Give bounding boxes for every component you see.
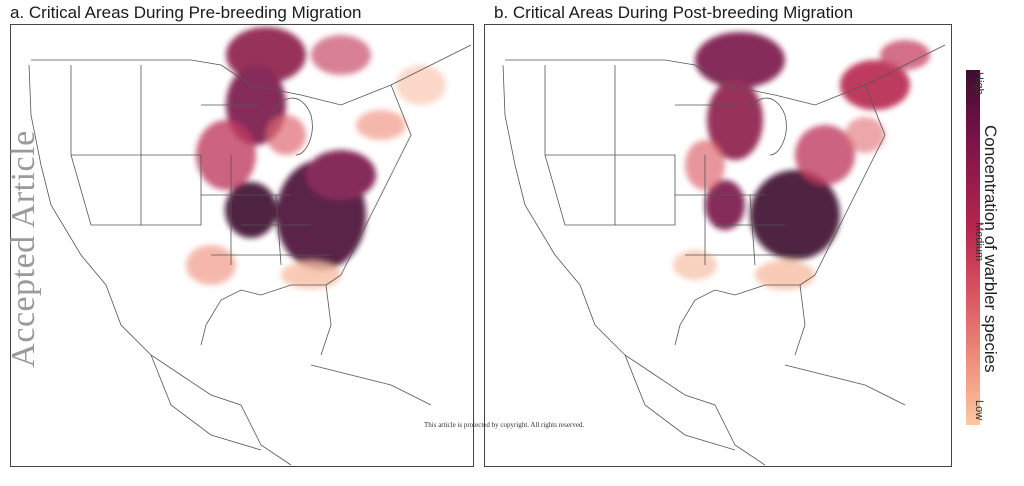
outline-a: [28, 44, 472, 466]
map-a-svg: [28, 27, 472, 466]
copyright-notice: This article is protected by copyright. …: [424, 421, 585, 429]
map-pre-breeding: [10, 24, 474, 467]
legend-title: Concentration of warbler species: [981, 125, 1000, 373]
outline-b: [502, 44, 946, 466]
map-post-breeding: [484, 24, 952, 467]
hotspots-a: [186, 27, 446, 289]
panel-b-title: b. Critical Areas During Post-breeding M…: [494, 3, 854, 22]
panel-a-title: a. Critical Areas During Pre-breeding Mi…: [10, 3, 362, 22]
legend-low-label: Low: [973, 400, 985, 421]
hotspots-b: [673, 32, 930, 290]
map-b-svg: [502, 32, 946, 466]
accepted-article-watermark: Accepted Article: [5, 130, 42, 368]
legend-color-bar: [966, 70, 980, 425]
legend-high-label: High: [973, 72, 985, 95]
